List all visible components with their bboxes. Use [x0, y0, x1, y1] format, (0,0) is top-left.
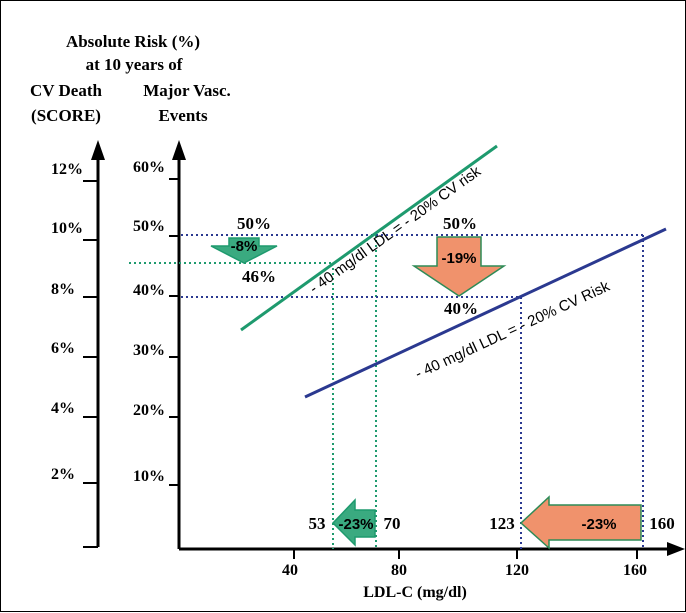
- orange-ldl-change: -23%: [581, 516, 616, 533]
- green-ldl-to: 53: [309, 514, 326, 533]
- left-tick-label: 6%: [51, 340, 75, 357]
- x-ticks: [293, 549, 638, 559]
- x-tick-label: 160: [623, 562, 647, 579]
- left-tick-label: 2%: [51, 466, 75, 483]
- blue-risk-line: [304, 227, 667, 399]
- right-tick-label: 20%: [133, 402, 165, 419]
- blue-guide-lines: [181, 234, 645, 549]
- header-right-line2: Events: [158, 106, 208, 125]
- orange-top-value: 50%: [443, 214, 477, 233]
- orange-left-arrow: [519, 495, 642, 550]
- header-right-line1: Major Vasc.: [143, 81, 231, 100]
- x-tick-label: 40: [282, 562, 298, 579]
- green-guide-lines: [129, 234, 377, 549]
- x-axis-arrowhead: [667, 542, 685, 556]
- green-ldl-change: -23%: [338, 516, 373, 533]
- left-tick-label: 4%: [51, 400, 75, 417]
- green-bottom-value: 46%: [242, 267, 276, 286]
- right-tick-label: 40%: [133, 282, 165, 299]
- right-tick-label: 10%: [133, 468, 165, 485]
- header-left-line2: (SCORE): [31, 106, 101, 125]
- blue-line-label: - 40 mg/dl LDL = - 20% CV Risk: [413, 278, 613, 383]
- green-top-value: 50%: [237, 214, 271, 233]
- orange-bottom-value: 40%: [444, 299, 478, 318]
- orange-drop-label: -19%: [441, 250, 476, 267]
- green-ldl-from: 70: [384, 514, 401, 533]
- left-ticks: [83, 180, 98, 548]
- header-left-line1: CV Death: [30, 81, 102, 100]
- left-y-axis-arrowhead: [91, 140, 105, 160]
- right-ticks: [169, 178, 179, 486]
- right-tick-label: 50%: [133, 218, 165, 235]
- orange-down-arrow: [411, 236, 507, 297]
- right-y-axis-arrowhead: [172, 140, 186, 160]
- orange-ldl-to: 123: [489, 514, 515, 533]
- orange-ldl-from: 160: [649, 514, 675, 533]
- left-tick-label: 8%: [51, 281, 75, 298]
- x-tick-label: 120: [505, 562, 529, 579]
- left-tick-label: 10%: [51, 220, 83, 237]
- green-risk-line: [240, 144, 498, 332]
- left-tick-label: 12%: [51, 161, 83, 178]
- x-tick-label: 80: [391, 562, 407, 579]
- header-line2: at 10 years of: [86, 55, 183, 74]
- right-tick-label: 60%: [133, 159, 165, 176]
- right-tick-label: 30%: [133, 342, 165, 359]
- x-axis-label: LDL-C (mg/dl): [363, 584, 467, 601]
- green-left-arrow: [331, 498, 376, 547]
- header-line1: Absolute Risk (%): [66, 32, 200, 51]
- green-drop-label: -8%: [231, 238, 258, 255]
- green-down-arrow: [210, 237, 278, 264]
